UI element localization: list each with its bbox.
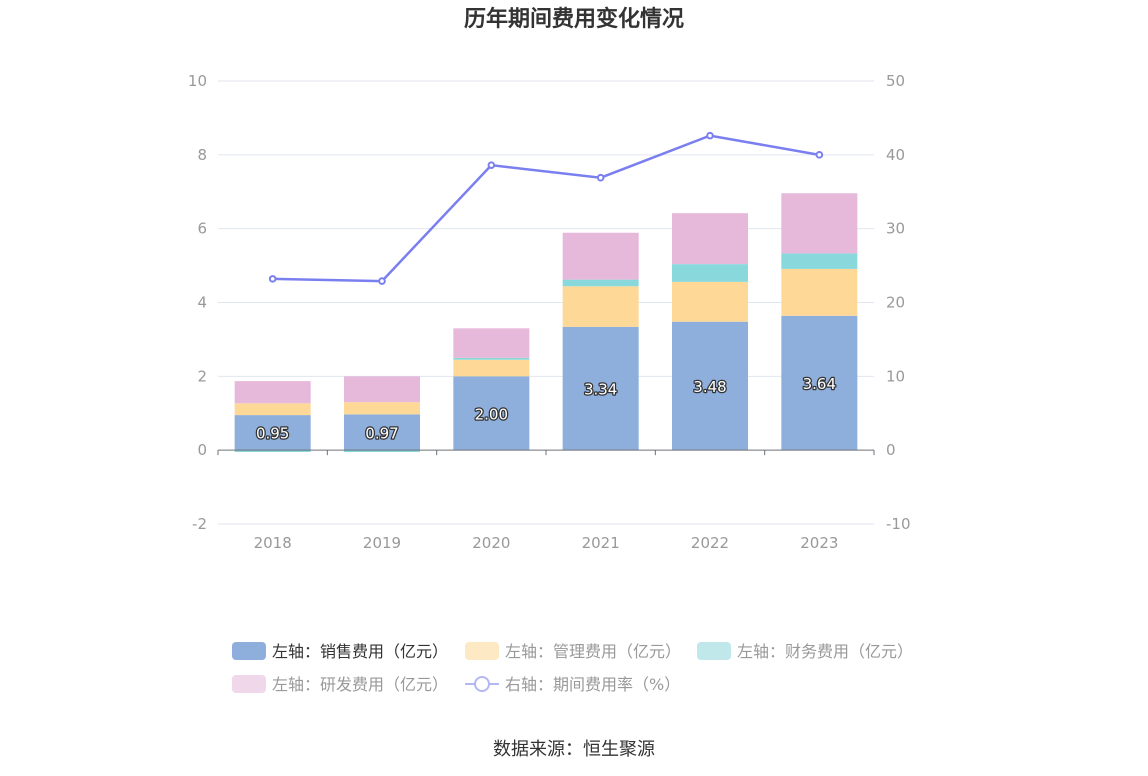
x-tick-label: 2019: [363, 534, 401, 552]
left-tick-label: 2: [197, 367, 207, 385]
sales-expense-bar: [781, 315, 858, 451]
sales-expense-bar: [562, 326, 639, 451]
sales-expense-legend-swatch: [232, 642, 266, 660]
sales-expense-bar: [453, 376, 530, 451]
sales-expense-data-label: 3.64: [803, 375, 836, 393]
finance-expense-bar: [234, 450, 311, 453]
x-tick-label: 2018: [254, 534, 292, 552]
admin-expense-legend-swatch: [465, 642, 499, 660]
admin-expense-bar: [344, 402, 420, 415]
rd-expense-bar: [672, 213, 748, 265]
sales-expense-data-label: 0.97: [365, 424, 398, 442]
chart-title: 历年期间费用变化情况: [464, 6, 684, 32]
rd-expense-bar: [781, 193, 858, 254]
left-tick-label: 0: [197, 441, 207, 459]
admin-expense-bar: [562, 286, 639, 327]
admin-expense-bar: [234, 403, 311, 416]
legend-label: 左轴：财务费用（亿元）: [737, 642, 913, 661]
right-tick-label: 50: [886, 72, 905, 90]
sales-expense-bar: [344, 414, 420, 451]
left-tick-label: 4: [197, 294, 207, 312]
expense-rate-line-layer: [268, 131, 824, 285]
legend-label: 左轴：销售费用（亿元）: [272, 642, 448, 661]
grid-layer: [218, 80, 874, 525]
admin-expense-bar: [672, 281, 748, 322]
right-tick-label: 20: [886, 294, 905, 312]
left-axis-ticks: -2 0 2 4 6 8 10: [188, 72, 207, 533]
expense-rate-point: [487, 161, 496, 169]
admin-expense-bar: [453, 359, 530, 377]
legend-label: 左轴：研发费用（亿元）: [272, 675, 448, 694]
legend: 左轴：销售费用（亿元） 左轴：管理费用（亿元） 左轴：财务费用（亿元） 左轴：研发费用…: [232, 642, 913, 694]
rd-expense-bar: [234, 381, 311, 404]
finance-expense-bar: [672, 264, 748, 282]
left-tick-label: 10: [188, 72, 207, 90]
left-tick-label: -2: [192, 515, 207, 533]
finance-expense-bar: [453, 357, 530, 360]
left-tick-label: 6: [197, 220, 207, 238]
admin-expense-bar: [781, 268, 858, 316]
finance-expense-legend-swatch: [697, 642, 731, 660]
right-tick-label: 10: [886, 367, 905, 385]
right-tick-label: -10: [886, 515, 911, 533]
sales-expense-data-label: 3.48: [693, 378, 726, 396]
rd-expense-bar: [562, 232, 639, 280]
expense-rate-point: [596, 173, 605, 182]
legend-label: 左轴：管理费用（亿元）: [505, 642, 681, 661]
expense-rate-legend-marker: [474, 676, 490, 692]
right-tick-label: 30: [886, 220, 905, 238]
sales-expense-data-label: 3.34: [584, 381, 617, 399]
rd-expense-bar: [344, 376, 420, 403]
expense-rate-line: [272, 134, 820, 283]
right-axis-ticks: -10 0 10 20 30 40 50: [886, 72, 911, 533]
rd-expense-legend-swatch: [232, 675, 266, 693]
x-tick-label: 2020: [472, 534, 510, 552]
sales-expense-bar: [672, 321, 748, 451]
data-labels-layer: 0.95 0.97 2.00 3.34 3.48 3.64: [255, 374, 838, 444]
finance-expense-bar: [781, 253, 858, 269]
left-tick-label: 8: [197, 146, 207, 164]
expense-rate-point: [268, 275, 277, 283]
sales-expense-bar: [234, 415, 311, 451]
expense-rate-point: [378, 277, 386, 285]
expense-rate-point: [815, 151, 824, 159]
rd-expense-bar: [453, 328, 530, 358]
right-tick-label: 0: [886, 441, 896, 459]
finance-expense-bar: [344, 450, 420, 453]
x-tick-label: 2023: [800, 534, 838, 552]
right-tick-label: 40: [886, 146, 905, 164]
legend-label: 右轴：期间费用率（%）: [505, 675, 680, 694]
x-tick-label: 2022: [691, 534, 729, 552]
finance-expense-bar: [562, 279, 639, 287]
x-tick-label: 2021: [582, 534, 620, 552]
sales-expense-data-label: 2.00: [475, 405, 508, 423]
expense-rate-point: [706, 131, 714, 140]
sales-expense-data-label: 0.95: [256, 425, 289, 443]
data-source: 数据来源：恒生聚源: [493, 739, 655, 760]
bars-layer: [234, 193, 858, 453]
x-axis-ticks: 2018 2019 2020 2021 2022 2023: [217, 450, 875, 552]
